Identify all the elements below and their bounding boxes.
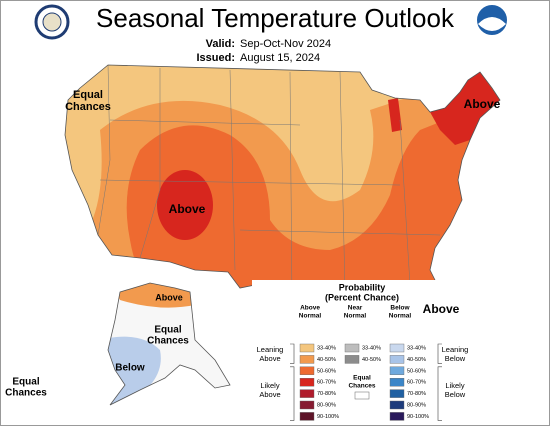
legend-bracket [437,366,442,421]
legend-range: 90-100% [317,414,339,420]
map-label: Equal [12,377,39,388]
title: Seasonal Temperature Outlook [96,3,455,33]
map-label: Chances [5,388,47,399]
legend-swatch [389,343,405,353]
legend-ec-swatch [354,391,370,400]
valid-label: Valid: [206,38,235,50]
map-label: Chances [65,101,111,113]
legend-range: 40-50% [362,357,381,363]
legend-swatch [389,366,405,375]
legend-side: Likely [260,381,279,390]
legend-side: Below [445,354,466,363]
noaa-logo [475,3,509,37]
map-label: Above [423,302,460,316]
legend-swatch [299,389,315,398]
legend-swatch [299,412,315,421]
doc-logo [34,4,70,40]
legend-swatch [389,355,405,364]
legend-range: 33-40% [407,345,426,351]
legend-side: Likely [445,381,464,390]
legend-swatch [299,355,315,364]
issued: August 15, 2024 [240,52,320,64]
map-label: Below [115,363,145,374]
legend-side: Above [259,390,280,399]
legend-range: 33-40% [362,345,381,351]
map-label: Above [464,97,501,111]
legend-heading: Below [390,305,410,312]
issued-label: Issued: [196,52,235,64]
legend-title: (Percent Chance) [325,292,399,302]
legend-swatch [299,366,315,375]
legend-range: 60-70% [317,380,336,386]
map-label: Above [169,202,206,216]
map-label: Chances [147,336,189,347]
legend-bracket [290,366,295,421]
legend-range: 50-60% [407,368,426,374]
legend-side: Leaning [257,345,284,354]
legend-swatch [389,400,405,410]
legend-title: Probability [339,282,386,292]
legend-side: Leaning [442,345,469,354]
legend-heading: Normal [389,313,412,320]
legend-range: 90-100% [407,414,429,420]
legend-range: 33-40% [317,345,336,351]
map-label: Above [155,292,183,302]
legend-swatch [299,378,315,387]
legend-range: 50-60% [317,368,336,374]
legend-heading: Normal [299,313,322,320]
legend-range: 70-80% [407,391,426,397]
legend-range: 40-50% [317,357,336,363]
legend-side: Above [259,354,280,363]
valid: Sep-Oct-Nov 2024 [240,38,331,50]
legend-side: Below [445,390,466,399]
legend-bracket [437,343,442,364]
map-label: Equal [154,325,181,336]
legend-swatch [344,355,360,364]
legend-heading: Normal [344,313,367,320]
legend-range: 60-70% [407,380,426,386]
legend-heading: Near [348,305,363,312]
legend-swatch [299,400,315,410]
legend-swatch [299,343,315,353]
legend-swatch [389,412,405,421]
legend-range: 80-90% [407,402,426,408]
legend-bracket [290,343,295,364]
legend-swatch [344,343,360,353]
map-label: Equal [73,89,103,101]
alaska-outline [107,282,231,406]
legend-range: 80-90% [317,402,336,408]
legend-range: 70-80% [317,391,336,397]
legend-heading: Above [300,305,320,312]
legend-ec: Equal [353,375,371,382]
legend-swatch [389,378,405,387]
legend-range: 40-50% [407,357,426,363]
legend-swatch [389,389,405,398]
legend-ec: Chances [348,383,375,390]
